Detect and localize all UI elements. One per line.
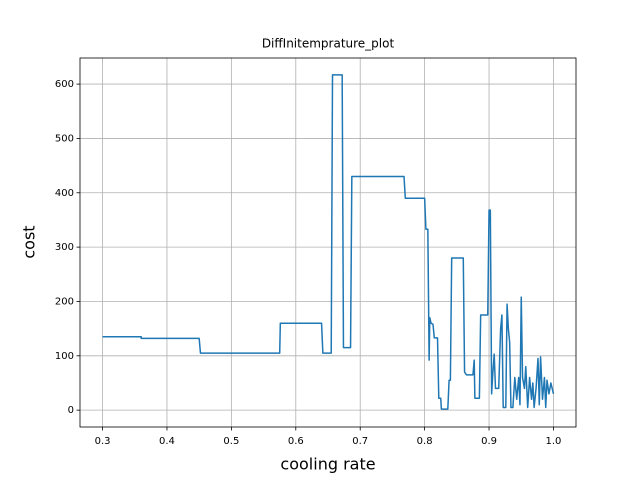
x-tick-label: 0.9 [481,436,497,447]
x-tick-label: 0.7 [352,436,368,447]
y-tick-label: 200 [55,296,74,307]
chart-title: DiffInitemprature_plot [262,37,395,51]
y-tick-label: 400 [55,188,74,199]
y-axis-label: cost [20,225,39,258]
x-tick-label: 0.8 [417,436,433,447]
x-tick-label: 0.3 [95,436,111,447]
x-tick-label: 0.5 [223,436,239,447]
y-tick-label: 300 [55,242,74,253]
x-axis-label: cooling rate [280,455,375,474]
x-tick-label: 0.4 [159,436,175,447]
x-tick-label: 1.0 [546,436,562,447]
data-line [102,74,555,410]
plot-frame [79,57,577,428]
x-tick-label: 0.6 [288,436,304,447]
y-tick-label: 600 [55,79,74,90]
y-tick-label: 500 [55,133,74,144]
y-tick-label: 100 [55,351,74,362]
y-tick-label: 0 [68,405,74,416]
